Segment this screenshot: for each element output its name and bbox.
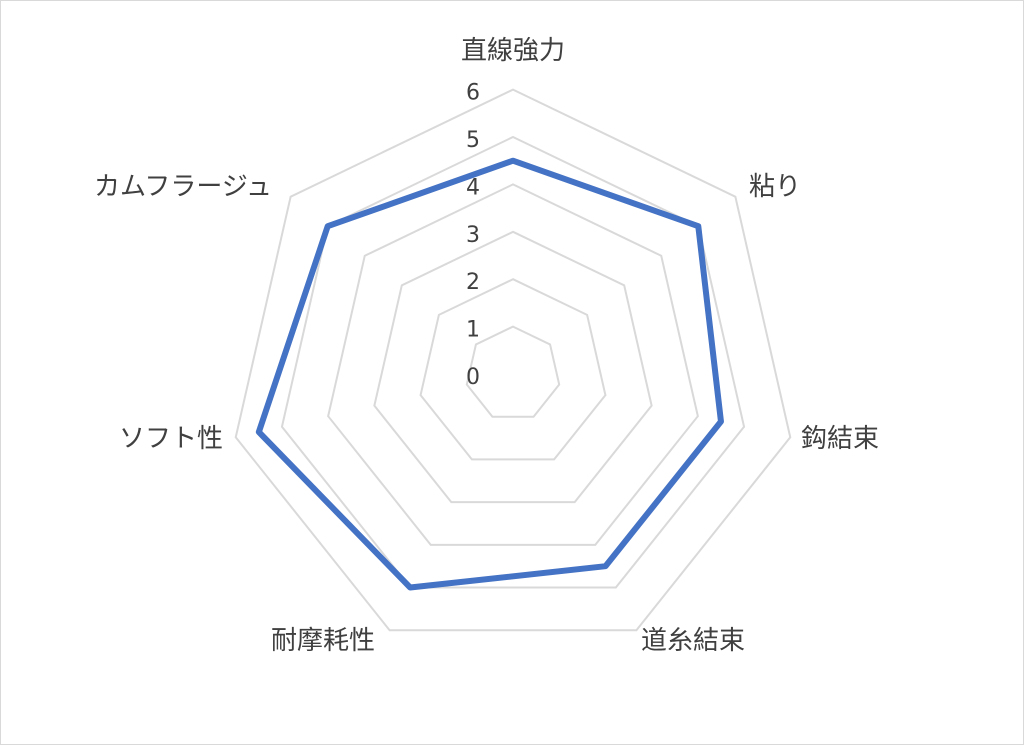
tick-label: 3 [466,223,480,248]
category-label: ソフト性 [119,424,223,454]
tick-label: 1 [466,318,480,343]
category-label: カムフラージュ [94,172,272,202]
category-label: 道糸結束 [641,626,745,656]
category-label: 鈎結束 [801,424,879,454]
grid-ring [236,90,791,631]
tick-label: 2 [466,270,480,295]
category-label: 耐摩耗性 [271,626,375,656]
category-label: 直線強力 [461,36,565,66]
tick-label: 5 [466,128,480,153]
tick-label: 0 [466,365,480,390]
grid-ring [421,279,606,459]
category-label: 粘り [749,172,801,202]
grid-ring [467,327,559,417]
tick-label: 6 [466,81,480,106]
series-line [259,161,721,588]
grid-ring [282,137,744,588]
grid-ring [374,232,651,502]
